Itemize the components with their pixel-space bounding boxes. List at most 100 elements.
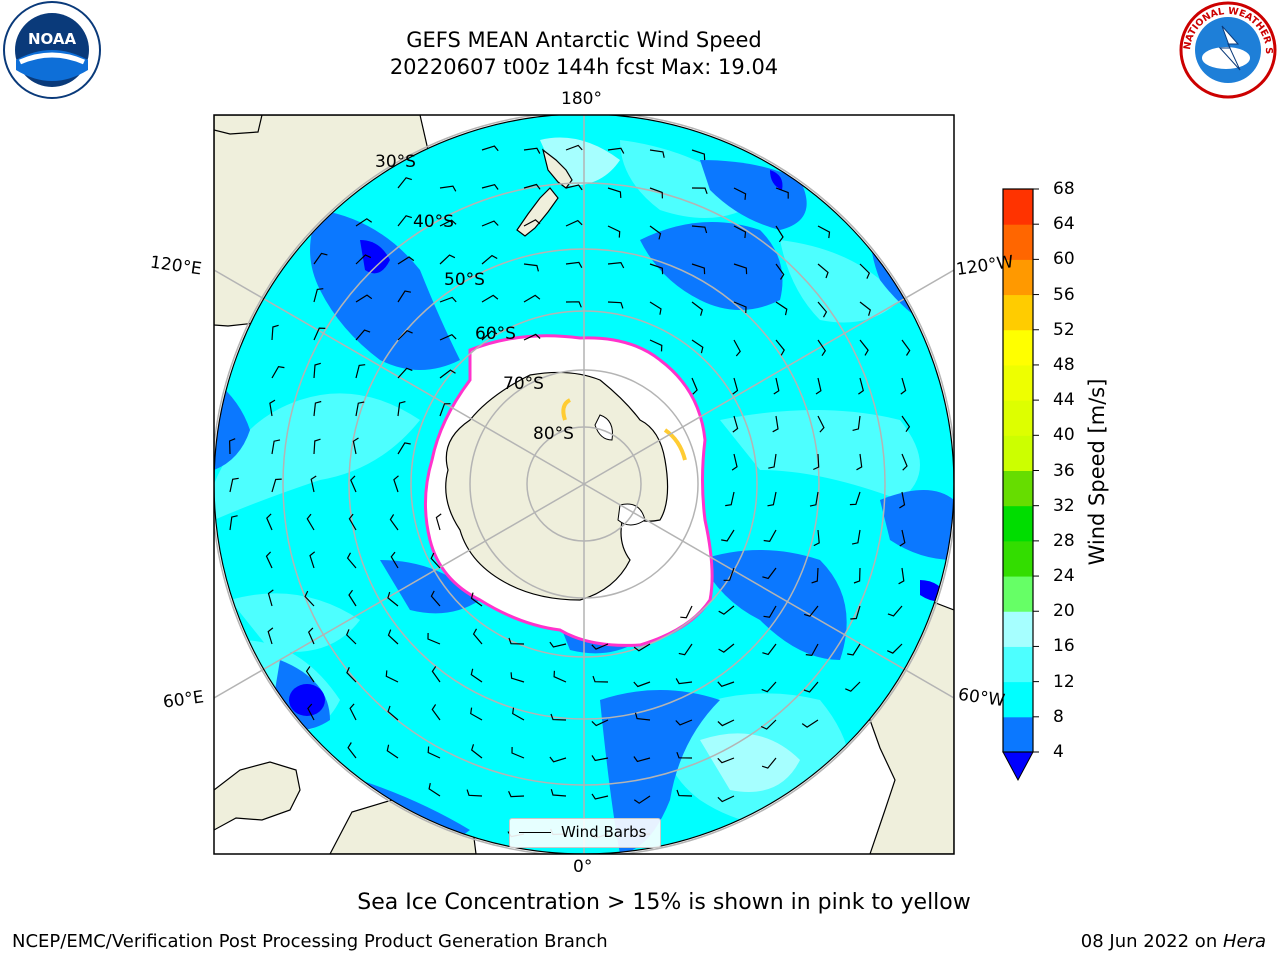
noaa-logo-text: NOAA [28,30,77,48]
wind-barb [817,415,825,433]
wind-barb [607,187,622,198]
wind-barb [309,551,316,569]
wind-barb [481,145,499,152]
wind-barb [649,149,665,158]
wind-barb [733,301,747,314]
wind-barb [313,252,328,265]
wind-barb-legend-label: Wind Barbs [561,823,647,841]
wind-barb [307,627,315,645]
figure-subtitle: 20220607 t00z 144h fcst Max: 19.04 [389,55,779,79]
wind-barb [899,529,906,547]
wind-barb [761,681,777,693]
wind-barb [355,218,373,227]
footer-host: Hera [1222,931,1266,952]
wind-barb [850,605,861,620]
colorbar-tick-label: 20 [1053,601,1075,622]
wind-barb [481,184,499,190]
wind-barb [851,529,861,545]
wind-barb [591,719,609,727]
wind-barb [731,453,738,471]
wind-barb [550,713,567,721]
wind-barb [723,567,735,581]
wind-barb [775,339,785,356]
wind-barb [607,225,621,238]
wind-barb [267,627,274,645]
wind-barb [387,629,399,645]
wind-barb [680,605,693,619]
africa-landmass [214,761,301,831]
high-wind-band [310,210,460,370]
wind-barb [397,290,412,303]
lat-label-70s: 70°S [503,374,544,394]
wind-barb [472,628,483,645]
wind-barb [633,795,651,804]
wind-barb [229,515,238,531]
wind-barb [346,552,357,569]
wind-barb [523,219,541,227]
colorbar-tick-label: 68 [1053,179,1075,199]
lat-label-50s: 50°S [444,270,485,290]
wind-barb [901,339,911,356]
wind-barb [803,681,819,693]
wind-barb [691,339,704,354]
colorbar-segment [1003,400,1033,436]
wind-barb [508,790,525,798]
wind-barb [633,643,651,652]
colorbar-tick-label: 28 [1053,530,1075,551]
map-legend: Wind Barbs [509,818,661,848]
wind-barb [523,183,541,190]
wind-barb [313,400,322,417]
wind-barb [350,475,357,493]
wind-barb [733,263,748,275]
wind-barb [439,333,457,341]
wind-barb [691,377,698,395]
wind-barb [565,301,582,308]
colorbar-tick-label: 52 [1053,319,1075,340]
wind-barb [481,294,499,303]
wind-barb [470,707,483,721]
wind-barb [678,643,693,656]
wind-barb [397,401,406,417]
wind-barb [348,589,357,607]
wind-barb [428,782,441,797]
wind-barb [675,678,693,685]
wind-barb [676,751,693,759]
colorbar-segment [1003,716,1033,753]
footer-date: 08 Jun 2022 on Hera [1081,931,1266,952]
wind-barb [815,377,822,395]
wind-barb [355,329,371,341]
wind-barb [899,491,906,509]
wind-barb [435,513,442,531]
wind-barb [649,225,662,240]
wind-barb [355,401,365,417]
wind-barb [266,513,273,531]
wind-barb [733,187,747,200]
wind-barb [805,643,819,657]
wind-barb [634,712,651,721]
wind-barb [898,567,905,585]
wind-barb [591,643,609,650]
wind-barb [523,263,539,272]
wind-barb [427,746,441,759]
wind-barb [355,294,373,303]
colorbar-segment [1003,681,1033,718]
wind-barb [817,263,829,279]
wind-barb [721,529,735,542]
wind-barb [271,478,282,493]
wind-barb [691,263,706,275]
colorbar-tick-label: 48 [1053,354,1075,375]
wind-barb [523,147,541,154]
wind-barb [691,301,703,316]
wind-barb [305,666,315,683]
wind-barb [763,605,777,618]
wind-barb [345,629,357,645]
wind-barb [733,339,741,357]
colorbar-segment [1003,540,1033,577]
wind-barb [732,377,739,395]
wind-barb [817,301,828,318]
colorbar-segment [1003,259,1033,296]
wind-barb [900,377,907,395]
wind-barb [269,399,276,417]
colorbar-tick-label: 24 [1053,566,1075,587]
wind-barb [313,327,326,341]
